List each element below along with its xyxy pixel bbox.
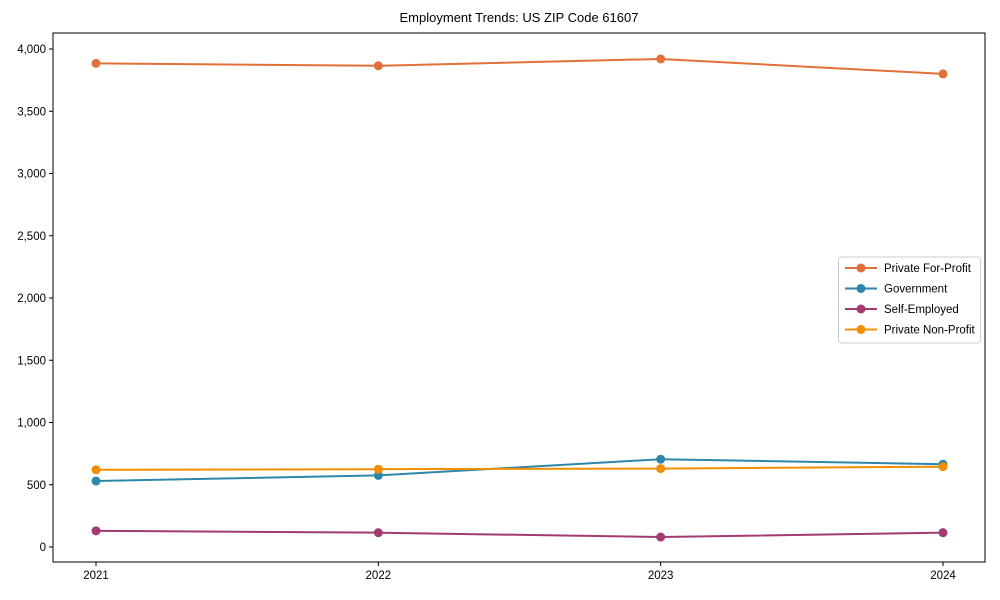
y-tick-label: 500: [27, 480, 46, 492]
legend-item-private-for-profit: Private For-Profit: [845, 263, 972, 275]
y-tick-label: 1,500: [17, 355, 46, 367]
axis-box: [52, 32, 986, 563]
series-layer: [91, 54, 948, 542]
legend-marker: [856, 263, 866, 273]
series-line-self-employed: [95, 529, 944, 539]
data-point-private-for-profit: [656, 54, 666, 64]
y-tick-label: 0: [40, 542, 46, 554]
x-tick-label: 2024: [930, 570, 956, 582]
data-point-self-employed: [373, 528, 383, 538]
x-tick-label: 2021: [83, 570, 109, 582]
data-point-self-employed: [938, 528, 948, 538]
x-tick-label: 2023: [648, 570, 674, 582]
legend-item-government: Government: [845, 284, 948, 296]
legend-marker: [856, 325, 866, 334]
legend-box: [838, 256, 981, 344]
data-point-private-non-profit: [91, 465, 101, 475]
y-tick-label: 3,500: [17, 106, 46, 118]
data-point-private-for-profit: [373, 61, 383, 71]
data-point-government: [373, 470, 383, 480]
legend-label: Self-Employed: [884, 304, 959, 316]
y-tick-label: 4,000: [17, 44, 46, 56]
legend-item-private-non-profit: Private Non-Profit: [845, 325, 976, 337]
x-tick-label: 2022: [366, 570, 392, 582]
chart-title: Employment Trends: US ZIP Code 61607: [400, 10, 639, 25]
legend-label: Private For-Profit: [884, 263, 972, 275]
data-point-government: [91, 476, 101, 486]
series-line-private-for-profit: [95, 57, 944, 75]
legend-marker: [856, 304, 866, 314]
y-tick-label: 2,000: [17, 293, 46, 305]
y-tick-label: 1,000: [17, 418, 46, 430]
legend-label: Private Non-Profit: [884, 325, 976, 337]
data-point-private-for-profit: [91, 58, 101, 68]
legend-marker: [856, 284, 866, 293]
data-point-private-non-profit: [373, 464, 383, 474]
y-tick-label: 3,000: [17, 169, 46, 181]
data-point-private-for-profit: [938, 69, 948, 79]
data-point-self-employed: [656, 532, 666, 542]
data-point-private-non-profit: [938, 462, 948, 472]
data-point-government: [656, 454, 666, 464]
y-tick-label: 2,500: [17, 231, 46, 243]
data-point-self-employed: [91, 526, 101, 536]
series-line-government: [95, 458, 944, 483]
series-line-private-non-profit: [95, 465, 944, 471]
plot-area: 0 500 1,000 1,500 2,000 2,500 3,000 3,500 4,000 2…: [17, 32, 986, 582]
data-point-private-non-profit: [656, 464, 666, 474]
legend-label: Government: [884, 284, 948, 296]
legend-item-self-employed: Self-Employed: [845, 304, 959, 316]
legend: Private For-Profit Government Self-Employe…: [838, 256, 981, 344]
